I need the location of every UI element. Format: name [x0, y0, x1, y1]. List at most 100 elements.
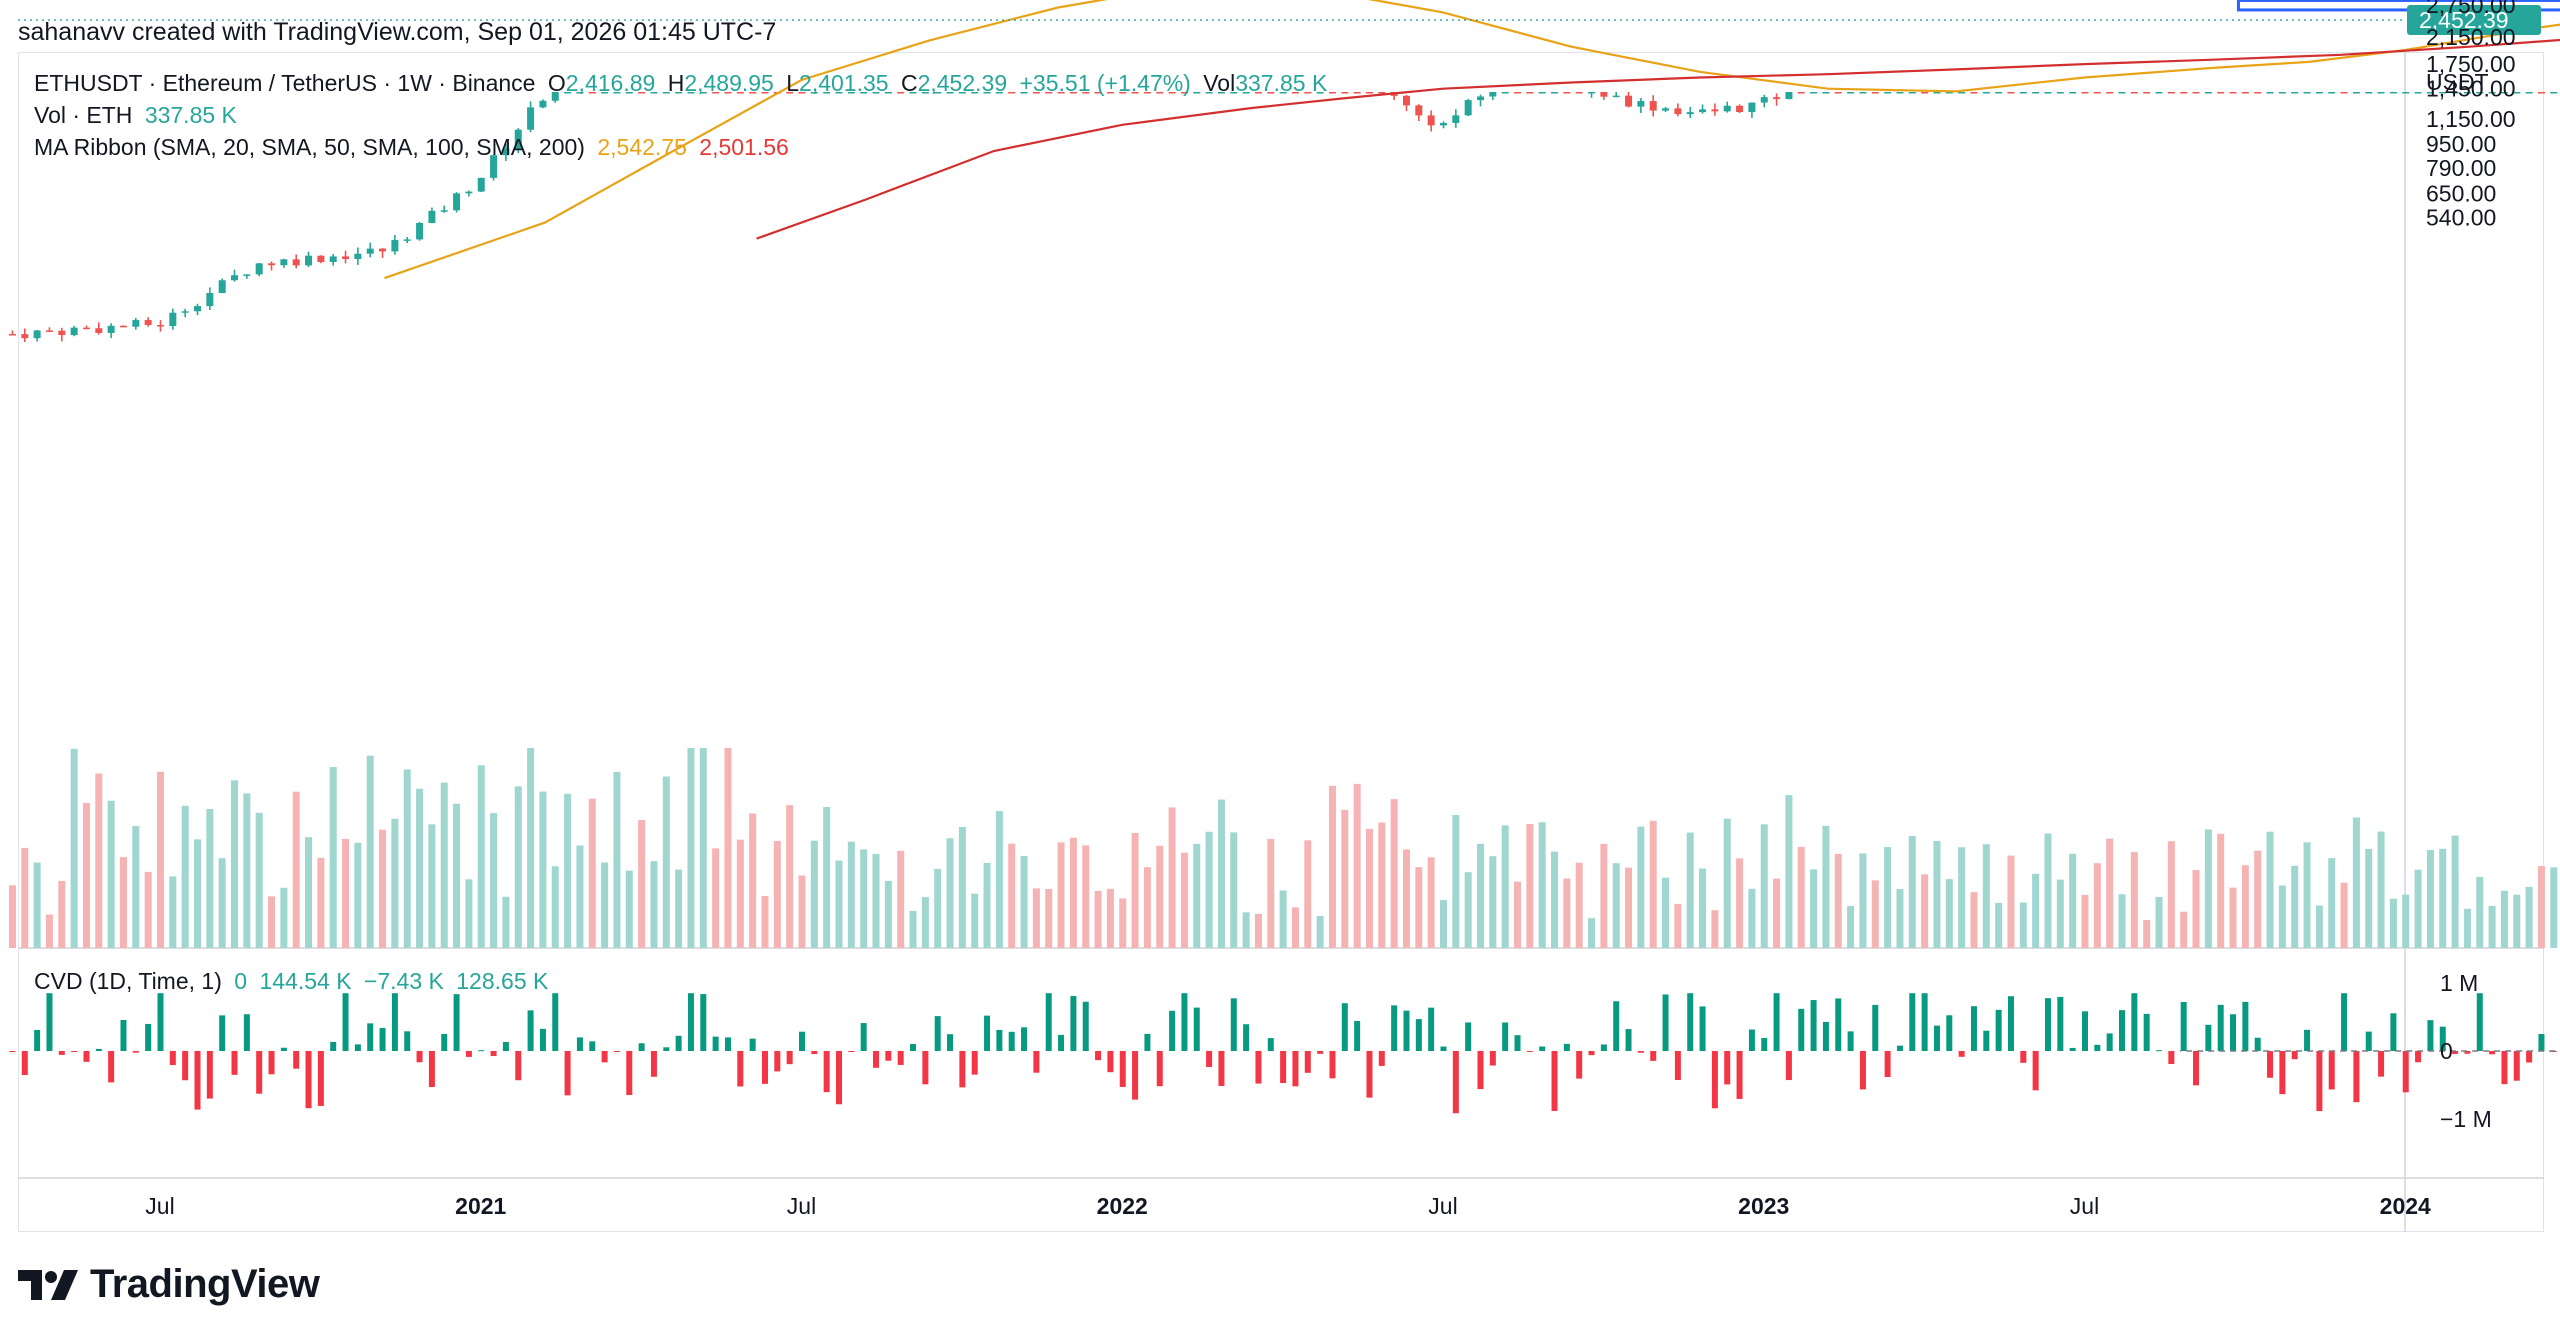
- candle-body: [342, 256, 350, 260]
- x-tick-label: Jul: [1428, 1193, 1457, 1219]
- cvd-bar: [1551, 1051, 1558, 1111]
- candle-body: [2118, 92, 2126, 94]
- volume-bar: [1328, 785, 1336, 948]
- cvd-bar: [687, 993, 694, 1051]
- candle-body: [576, 92, 584, 94]
- candle-body: [1316, 92, 1324, 94]
- cvd-bar: [1909, 993, 1916, 1051]
- cvd-bar: [1810, 1000, 1817, 1051]
- candle-body: [971, 92, 979, 94]
- cvd-bar: [2267, 1051, 2274, 1078]
- cvd-bar: [453, 994, 460, 1051]
- cvd-bar: [1872, 1004, 1879, 1051]
- cvd-bar: [638, 1043, 645, 1051]
- volume-bar: [2451, 835, 2459, 948]
- candle-body: [2106, 92, 2114, 94]
- volume-bar: [2500, 890, 2508, 948]
- cvd-bar: [2193, 1051, 2200, 1086]
- candle-body: [1057, 92, 1065, 94]
- cvd-bar: [724, 1037, 731, 1051]
- candle-body: [2513, 92, 2521, 94]
- cvd-bar: [1095, 1051, 1102, 1061]
- volume-bar: [724, 748, 732, 948]
- volume-bar: [2315, 905, 2323, 948]
- volume-indicator-label[interactable]: Vol · ETH: [34, 102, 133, 128]
- candle-body: [8, 334, 16, 336]
- symbol-name[interactable]: ETHUSDT · Ethereum / TetherUS · 1W · Bin…: [34, 70, 536, 96]
- cvd-bar: [2044, 998, 2051, 1051]
- volume-bar: [1057, 842, 1065, 948]
- candle-body: [1538, 92, 1546, 94]
- candle-body: [2167, 92, 2175, 94]
- candle-body: [2352, 92, 2360, 94]
- cvd-bar: [2279, 1051, 2286, 1095]
- cvd-bar: [2402, 1051, 2409, 1093]
- cvd-label[interactable]: CVD (1D, Time, 1): [34, 968, 222, 994]
- y-tick-label: 1,750.00: [2426, 51, 2516, 77]
- candle-body: [2093, 92, 2101, 94]
- cvd-bar: [219, 1015, 226, 1051]
- annotations: 3,967.672,452.39: [18, 0, 2560, 36]
- volume-bar: [428, 824, 436, 948]
- volume-bar: [2229, 887, 2237, 948]
- volume-bar: [1415, 867, 1423, 948]
- candle-body: [1933, 92, 1941, 94]
- candle-body: [292, 259, 300, 266]
- candle-body: [231, 275, 239, 281]
- cvd-bar: [2119, 1010, 2126, 1051]
- candle-body: [662, 92, 670, 94]
- candle-body: [1291, 92, 1299, 94]
- volume-bar: [2525, 886, 2533, 948]
- cvd-bar: [1526, 1051, 1533, 1052]
- candle-body: [1328, 92, 1336, 94]
- cvd-bar: [650, 1051, 657, 1077]
- candle-body: [551, 92, 559, 101]
- cvd-bar: [712, 1036, 719, 1051]
- footer-brand[interactable]: TradingView: [18, 1262, 320, 1307]
- cvd-bar: [9, 1051, 16, 1052]
- candle-body: [465, 191, 473, 194]
- cvd-bar: [231, 1051, 238, 1075]
- cvd-bar: [897, 1051, 904, 1065]
- candle-body: [280, 259, 288, 266]
- volume-bar: [1662, 877, 1670, 948]
- cvd-bar: [379, 1028, 386, 1051]
- cvd-bar: [465, 1051, 472, 1057]
- cvd-bar: [317, 1051, 324, 1106]
- cvd-bar: [330, 1041, 337, 1051]
- volume-bar: [1575, 862, 1583, 948]
- cvd-bar: [132, 1051, 139, 1053]
- candlesticks: [8, 92, 2558, 343]
- candle-body: [2266, 92, 2274, 94]
- candle-body: [1254, 92, 1262, 94]
- volume-bar: [539, 791, 547, 948]
- candle-body: [1575, 92, 1583, 94]
- y-tick-label: 650.00: [2426, 180, 2496, 206]
- volume-bar: [983, 863, 991, 948]
- candle-body: [2081, 92, 2089, 94]
- volume-bar: [884, 880, 892, 948]
- ma-short-line: [384, 0, 2560, 280]
- candle-body: [1439, 122, 1447, 126]
- volume-bar: [1785, 795, 1793, 948]
- x-tick-label: 2023: [1738, 1193, 1789, 1219]
- candle-body: [1193, 92, 1201, 94]
- candle-body: [1711, 109, 1719, 112]
- volume-bar: [1760, 824, 1768, 948]
- cvd-bar: [1724, 1051, 1731, 1085]
- candle-body: [1612, 95, 1620, 98]
- ma-ribbon-label[interactable]: MA Ribbon (SMA, 20, SMA, 50, SMA, 100, S…: [34, 134, 585, 160]
- cvd-bar: [1835, 998, 1842, 1051]
- cvd-bar: [910, 1043, 917, 1051]
- y-tick-label: 2,150.00: [2426, 24, 2516, 50]
- cvd-bar: [2328, 1051, 2335, 1090]
- cvd-bar: [984, 1015, 991, 1051]
- volume-bar: [2044, 833, 2052, 948]
- volume-bar: [1131, 832, 1139, 948]
- volume-bar: [2155, 896, 2163, 948]
- candle-body: [1748, 102, 1756, 113]
- volume-bar: [798, 875, 806, 948]
- cvd-bar: [58, 1051, 65, 1055]
- cvd-bar: [947, 1034, 954, 1051]
